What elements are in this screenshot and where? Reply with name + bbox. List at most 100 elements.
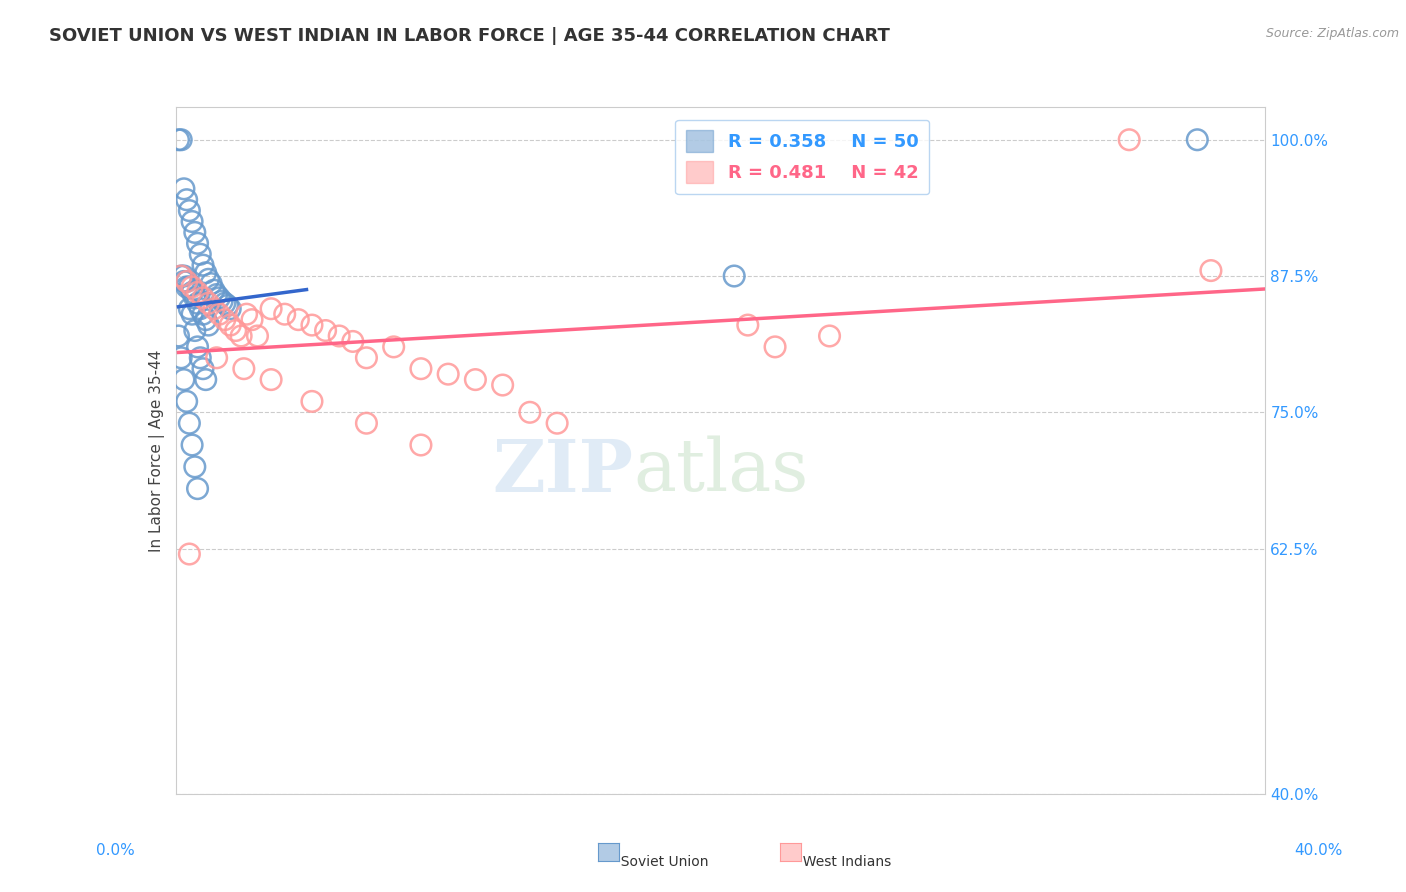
Point [342,334,364,349]
Point [191,307,214,321]
Point [173,373,195,387]
Point [173,182,195,196]
Point [409,361,432,376]
Point [188,301,211,316]
Point [260,373,283,387]
Point [186,340,209,354]
Point [301,394,323,409]
Point [184,226,207,240]
Point [176,275,198,289]
Point [315,324,337,338]
Point [194,312,217,326]
Point [191,361,214,376]
Point [301,318,323,332]
Point [179,301,201,316]
Point [179,203,201,218]
Point [328,329,350,343]
Text: ZIP: ZIP [492,435,633,507]
Point [181,214,204,228]
Point [211,294,233,309]
Point [181,438,204,452]
Point [382,340,405,354]
Point [208,307,231,321]
Point [287,312,309,326]
Text: Soviet Union: Soviet Union [612,855,709,869]
Point [208,291,231,305]
Point [214,296,236,310]
Point [818,329,841,343]
Point [1118,133,1140,147]
Point [1187,133,1209,147]
Point [232,361,254,376]
Point [763,340,786,354]
Point [356,351,378,365]
Point [219,318,242,332]
Point [1199,263,1222,277]
Point [437,367,460,381]
Point [202,301,225,316]
Point [464,373,486,387]
Point [167,133,190,147]
Point [194,266,217,280]
Point [197,272,219,286]
Point [202,283,225,297]
Point [184,324,207,338]
Point [217,298,239,312]
Point [173,268,195,283]
Point [214,312,236,326]
Point [181,285,204,300]
Point [167,329,190,343]
Point [197,318,219,332]
Point [186,296,209,310]
Point [409,438,432,452]
Point [170,268,193,283]
Point [179,547,201,561]
Point [170,133,193,147]
Point [179,280,201,294]
Point [188,247,211,261]
Point [191,291,214,305]
Point [546,416,568,430]
Point [186,236,209,251]
Point [184,291,207,305]
Text: Source: ZipAtlas.com: Source: ZipAtlas.com [1265,27,1399,40]
Point [176,275,198,289]
Point [186,285,209,300]
Point [170,268,193,283]
Point [176,280,198,294]
Point [194,373,217,387]
Text: 0.0%: 0.0% [96,843,135,858]
Point [492,378,515,392]
Point [225,324,247,338]
Point [176,193,198,207]
Point [246,329,269,343]
Point [186,482,209,496]
Point [240,312,263,326]
Text: 40.0%: 40.0% [1295,843,1343,858]
Point [181,307,204,321]
Point [519,405,541,419]
Point [188,351,211,365]
Point [274,307,297,321]
Point [191,258,214,272]
Point [205,287,228,301]
Legend: R = 0.358    N = 50, R = 0.481    N = 42: R = 0.358 N = 50, R = 0.481 N = 42 [675,120,929,194]
Point [260,301,283,316]
Point [737,318,759,332]
Point [173,275,195,289]
Y-axis label: In Labor Force | Age 35-44: In Labor Force | Age 35-44 [149,350,165,551]
Point [356,416,378,430]
Point [197,296,219,310]
Text: atlas: atlas [633,436,808,507]
Point [219,301,242,316]
Point [200,277,222,291]
Point [184,459,207,474]
Point [723,268,745,283]
Point [181,280,204,294]
Point [235,307,257,321]
Point [205,351,228,365]
Point [231,329,253,343]
Text: SOVIET UNION VS WEST INDIAN IN LABOR FORCE | AGE 35-44 CORRELATION CHART: SOVIET UNION VS WEST INDIAN IN LABOR FOR… [49,27,890,45]
Point [176,394,198,409]
Point [170,351,193,365]
